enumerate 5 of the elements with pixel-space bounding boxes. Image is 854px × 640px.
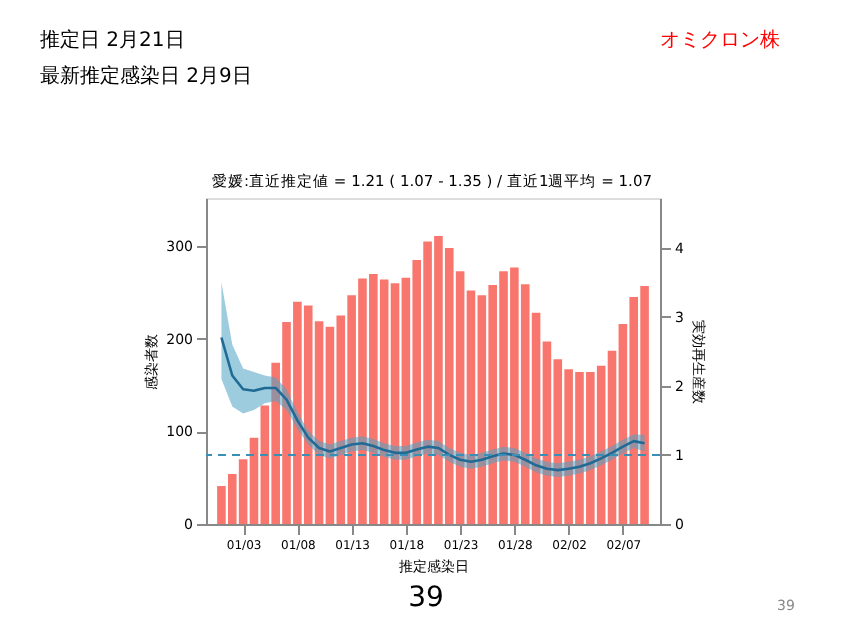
- text: 最新推定感染日 2月9日: [40, 64, 252, 88]
- text: 推定日 2月21日: [40, 28, 185, 52]
- line-series: [220, 336, 646, 472]
- text: 39: [408, 582, 444, 614]
- text: オミクロン株: [660, 28, 780, 52]
